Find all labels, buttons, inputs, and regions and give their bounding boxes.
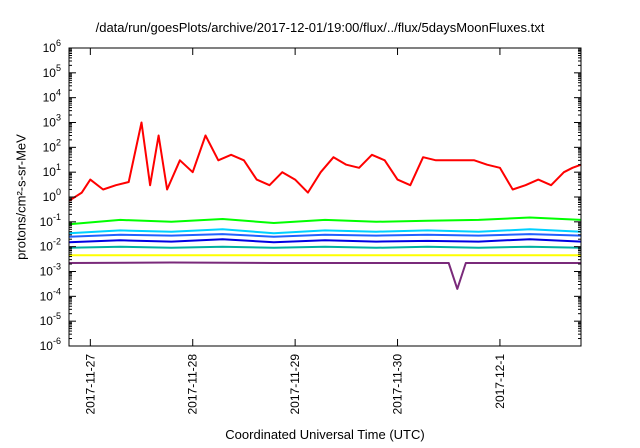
x-tick-label: 2017-11-29 — [288, 354, 302, 415]
y-tick-label: 10-3 — [40, 262, 61, 279]
x-tick-label: 2017-11-27 — [83, 354, 97, 415]
series-layer — [68, 121, 582, 290]
series-line-2 — [68, 228, 582, 235]
y-axis-label: protons/cm²-s-sr-MeV — [13, 134, 29, 260]
axis-layer: 10-6 10-5 10-4 10-3 10-2 10-1 100 101 102 103 104 1… — [40, 38, 581, 415]
y-tick-label: 103 — [43, 113, 61, 130]
x-tick-label: 2017-11-30 — [391, 354, 405, 415]
series-line-1 — [68, 216, 582, 226]
y-tick-label: 10-2 — [40, 237, 61, 254]
y-tick-label: 104 — [43, 88, 61, 105]
y-tick-label: 10-5 — [40, 311, 61, 328]
series-line-3 — [68, 233, 582, 238]
series-line-4 — [68, 238, 582, 244]
x-axis-label: Coordinated Universal Time (UTC) — [225, 427, 425, 442]
x-tick-label: 2017-11-28 — [186, 354, 200, 415]
x-tick-label: 2017-12-1 — [493, 354, 507, 409]
y-tick-label: 106 — [43, 38, 61, 55]
y-tick-label: 105 — [43, 63, 61, 80]
series-line-5 — [68, 245, 582, 249]
y-tick-label: 102 — [43, 137, 61, 154]
y-tick-label: 10-1 — [40, 212, 61, 229]
y-tick-label: 10-6 — [40, 336, 61, 353]
series-line-0 — [68, 121, 582, 202]
series-line-7 — [68, 261, 581, 290]
y-tick-label: 100 — [43, 187, 61, 204]
y-tick-label: 101 — [43, 162, 61, 179]
y-tick-label: 10-4 — [40, 286, 61, 303]
chart-title: /data/run/goesPlots/archive/2017-12-01/1… — [95, 20, 545, 35]
plot-frame — [68, 47, 582, 347]
